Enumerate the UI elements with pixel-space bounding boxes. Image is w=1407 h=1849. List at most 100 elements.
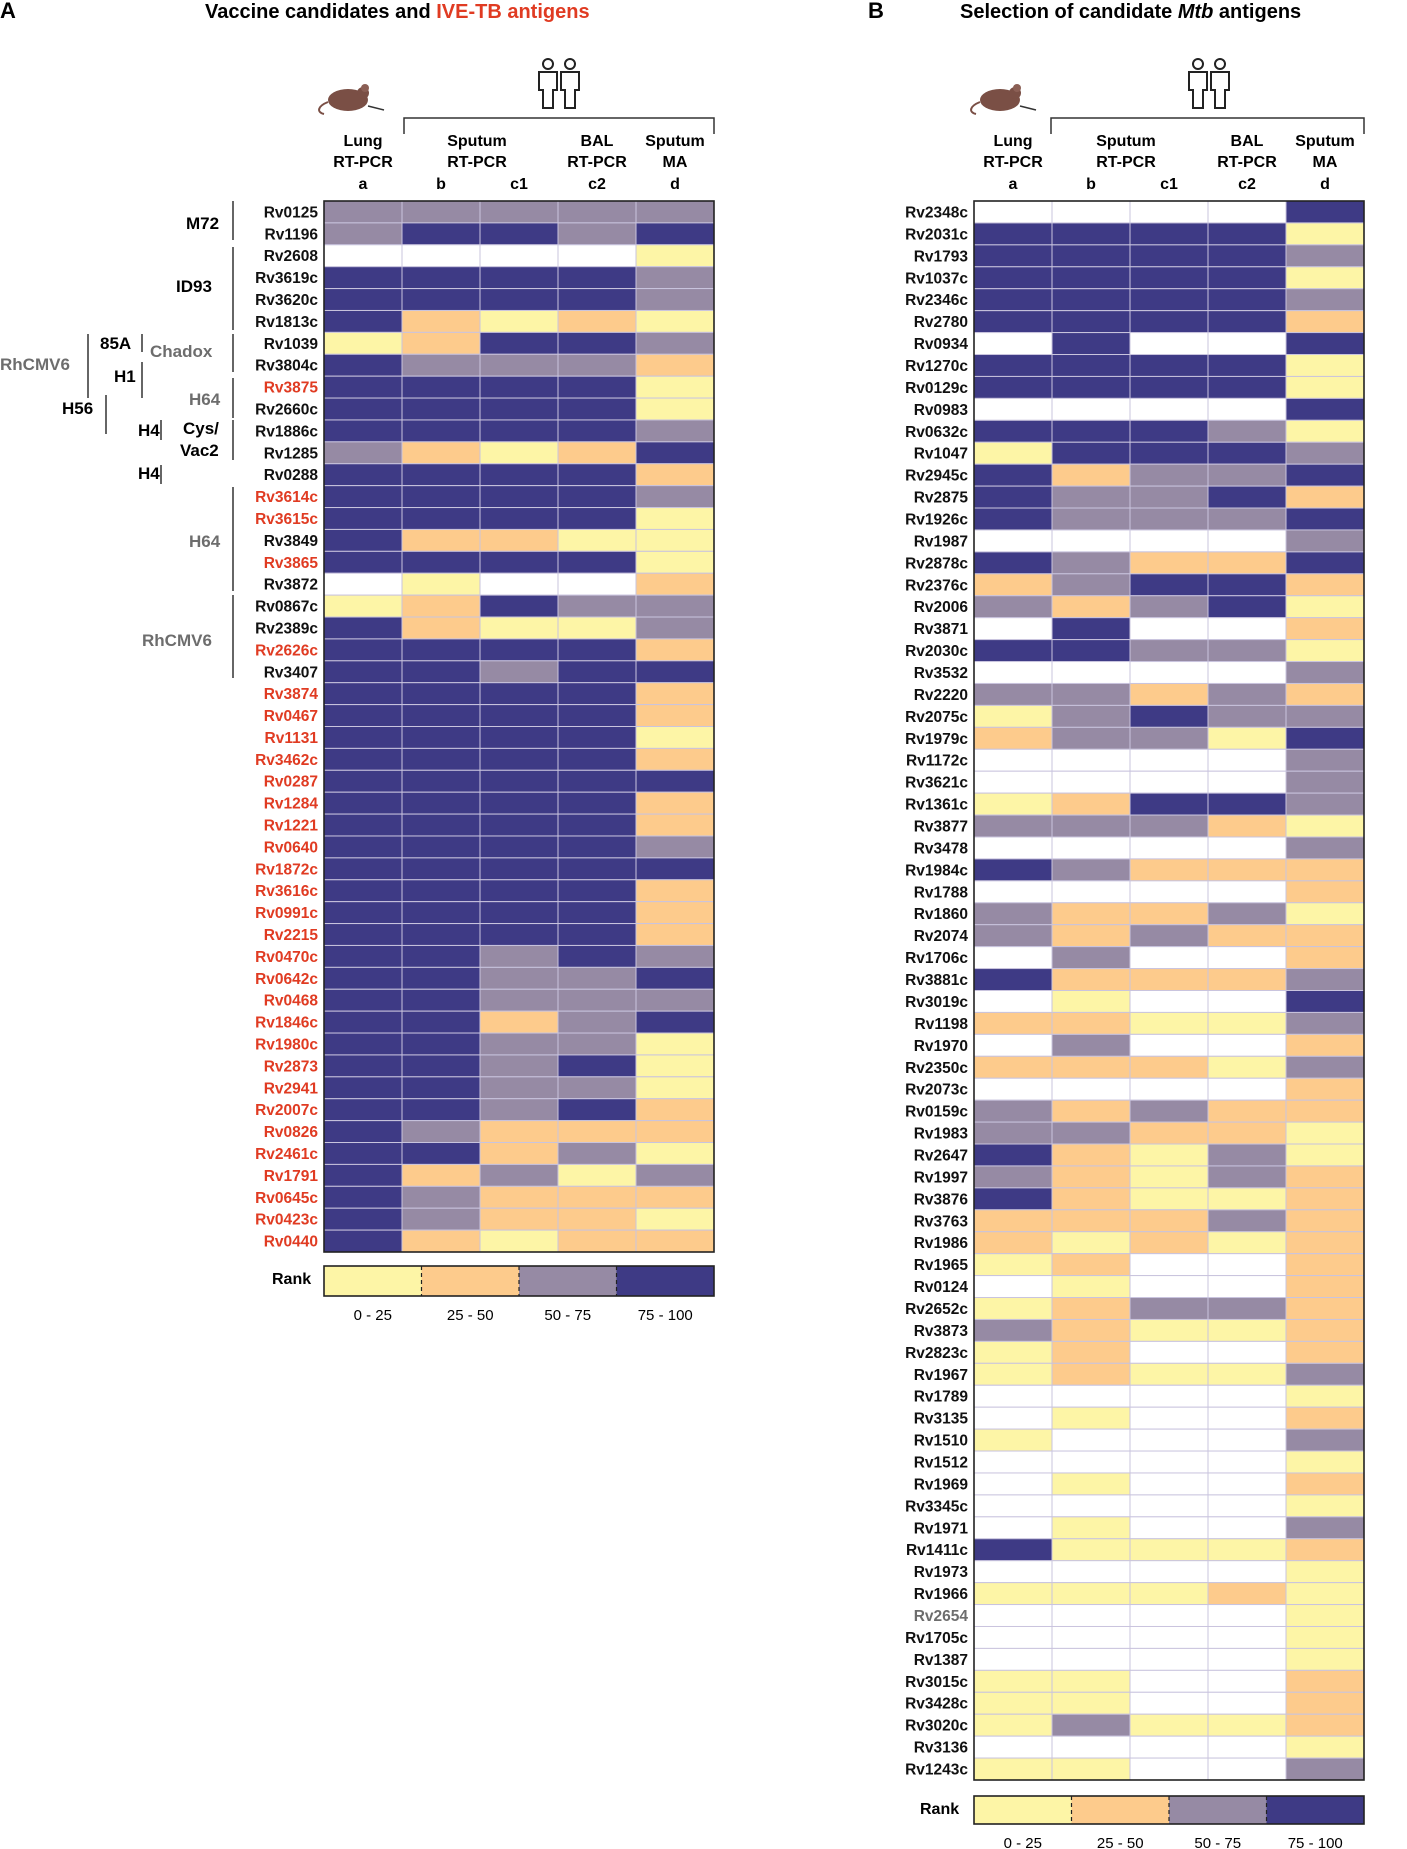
heatmap-cell [1285,1187,1365,1211]
heatmap-cell [557,660,637,684]
legend-bin-label: 75 - 100 [1288,1835,1343,1849]
heatmap-cell [1207,1275,1287,1299]
column-label: d [670,176,680,193]
heatmap-cell [323,1185,403,1209]
heatmap-cell [557,769,637,793]
heatmap-cell [1285,441,1365,465]
heatmap-cell [1051,858,1131,882]
gene-label: Rv0129c [905,380,968,397]
heatmap-cell [479,638,559,662]
heatmap-cell [1207,1604,1287,1627]
gene-label: Rv1131 [265,730,319,747]
heatmap-cell [323,507,403,530]
heatmap-cell [635,463,715,487]
heatmap-cell [1051,266,1131,290]
panel-b-title: Selection of candidate Mtb antigens [960,1,1301,23]
gene-label: Rv1986 [914,1235,969,1252]
heatmap-cell [635,528,715,552]
heatmap-cell [1051,1604,1131,1627]
heatmap-cell [1285,573,1365,597]
gene-label: Rv1285 [264,445,319,462]
heatmap-cell [401,791,481,815]
heatmap-border [973,200,1365,1781]
heatmap-cell [479,616,559,640]
heatmap-cell [1129,1297,1209,1320]
heatmap-cell [1051,222,1131,246]
gene-label: Rv1971 [914,1520,969,1537]
heatmap-cell [635,879,715,903]
heatmap-cell [479,550,559,574]
legend-swatch [616,1266,714,1296]
heatmap-cell [1051,1647,1131,1671]
heatmap-cell [479,244,559,268]
gene-label: Rv0991c [255,905,318,922]
heatmap-cell [401,966,481,990]
heatmap-cell [557,288,637,311]
heatmap-cell [401,704,481,728]
gene-label: Rv1510 [914,1433,968,1450]
heatmap-cell [479,1207,559,1231]
heatmap-cell [1207,814,1287,838]
heatmap-cell [557,244,637,268]
heatmap-cell [973,222,1053,246]
heatmap-cell [401,1054,481,1078]
heatmap-cell [557,1163,637,1187]
heatmap-cell [557,1229,637,1253]
heatmap-cell [973,244,1053,268]
gene-label: Rv1788 [914,884,969,901]
heatmap-cell [1285,814,1365,838]
column-label: b [436,176,446,193]
gene-label: Rv3804c [255,358,318,375]
column-label: MA [1313,154,1338,171]
heatmap-cell [401,572,481,596]
heatmap-cell [1285,529,1365,553]
column-label: RT-PCR [983,154,1043,171]
heatmap-cell [1129,1165,1209,1189]
heatmap-cell [1285,1757,1365,1781]
heatmap-cell [1129,1318,1209,1342]
heatmap-cell [1129,968,1209,992]
heatmap-cell [1051,1033,1131,1057]
heatmap-cell [1207,1406,1287,1430]
gene-label: Rv0287 [264,774,318,791]
heatmap-cell [973,1494,1053,1518]
heatmap-cell [1129,836,1209,860]
heatmap-cell [323,682,403,706]
gene-label: Rv2873 [264,1058,319,1075]
heatmap-cell [1051,880,1131,904]
heatmap-cell [973,990,1053,1013]
heatmap-cell [479,791,559,815]
heatmap-cell [1285,1735,1365,1759]
legend: Rank 0 - 25 25 - 50 50 - 75 75 - 100 [920,1795,1365,1849]
heatmap-cell [1051,1318,1131,1342]
heatmap-cell [557,1054,637,1078]
heatmap-cell [401,244,481,268]
gene-label: Rv1411c [906,1542,968,1559]
gene-label: Rv3136 [914,1740,969,1757]
heatmap-cell [323,813,403,837]
gene-label: Rv1970 [914,1038,968,1055]
heatmap-cell [323,309,403,333]
heatmap-cell [479,966,559,990]
heatmap-cell [973,946,1053,970]
heatmap-cell [1285,354,1365,377]
heatmap-cell [1129,1055,1209,1079]
gene-label: Rv1967 [914,1367,968,1384]
heatmap-cell [973,1297,1053,1320]
heatmap-cell [1129,661,1209,684]
heatmap-cell [323,1207,403,1231]
heatmap-cell [323,485,403,509]
heatmap-cell [1129,617,1209,641]
heatmap-cell [401,616,481,640]
heatmap-cell [635,988,715,1012]
heatmap-cell [557,638,637,662]
vaccine-label: Vac2 [180,441,219,460]
heatmap-cell [323,747,403,771]
heatmap-cell [1051,1625,1131,1649]
heatmap-cell [1129,858,1209,882]
gene-label: Rv2945c [905,468,968,485]
column-label: b [1086,176,1096,193]
heatmap-cell [973,1560,1053,1584]
heatmap-cell [1207,1582,1287,1606]
heatmap-cell [1207,1362,1287,1386]
